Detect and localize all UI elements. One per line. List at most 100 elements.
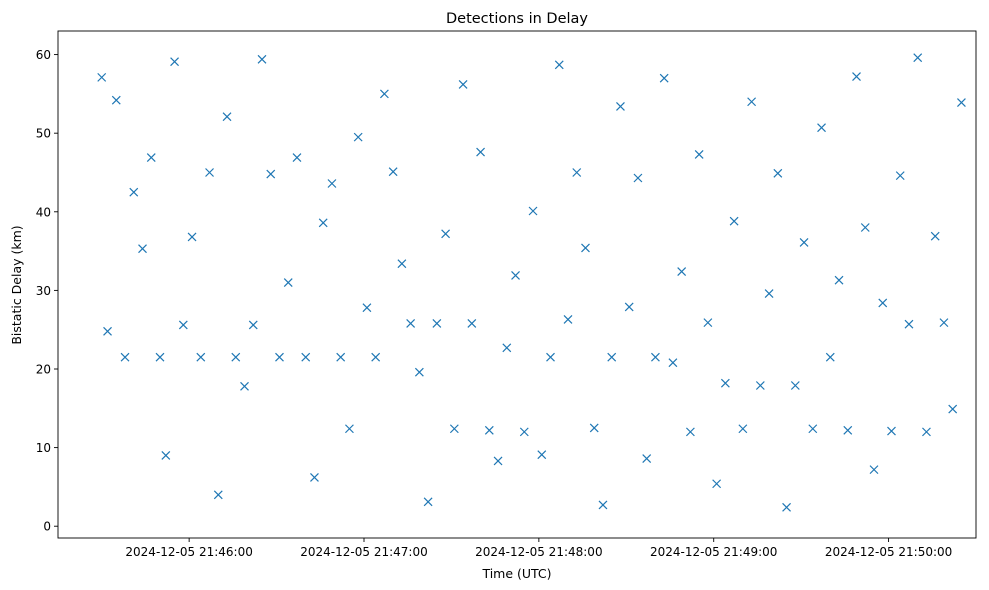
data-point-37 — [414, 367, 424, 377]
data-point-30 — [353, 132, 363, 142]
data-point-90 — [878, 298, 888, 308]
data-point-74 — [738, 424, 748, 434]
data-point-84 — [825, 352, 835, 362]
data-point-2 — [111, 95, 121, 105]
data-point-42 — [458, 80, 468, 89]
data-point-83 — [817, 123, 826, 133]
data-point-15 — [222, 112, 232, 122]
data-point-40 — [441, 229, 451, 239]
data-point-0 — [97, 72, 107, 82]
data-point-7 — [155, 352, 165, 362]
data-point-18 — [248, 320, 258, 330]
data-point-75 — [747, 97, 757, 107]
data-point-85 — [834, 275, 844, 285]
y-axis-ticks: 0 10 20 30 40 50 60 — [36, 48, 58, 534]
data-point-86 — [843, 425, 853, 435]
x-axis-label: Time (UTC) — [481, 566, 551, 581]
data-point-25 — [310, 473, 319, 482]
data-point-20 — [266, 169, 276, 179]
data-point-24 — [301, 352, 311, 362]
data-point-78 — [773, 168, 783, 178]
y-tick-label-4: 40 — [36, 205, 51, 219]
data-point-52 — [546, 352, 555, 362]
data-point-99 — [957, 98, 966, 107]
data-point-61 — [624, 302, 634, 312]
data-point-80 — [790, 381, 800, 390]
data-point-22 — [283, 278, 293, 287]
data-point-8 — [161, 451, 171, 460]
data-point-69 — [694, 149, 704, 159]
data-point-70 — [703, 318, 713, 328]
data-point-59 — [607, 352, 617, 362]
data-point-64 — [651, 352, 660, 362]
data-point-93 — [904, 319, 914, 329]
data-point-97 — [939, 318, 949, 328]
x-tick-label-3: 2024-12-05 21:49:00 — [650, 545, 777, 559]
data-point-63 — [642, 454, 652, 464]
data-point-6 — [146, 153, 156, 162]
y-tick-label-6: 60 — [36, 48, 51, 62]
data-point-21 — [275, 352, 284, 362]
chart-title: Detections in Delay — [446, 11, 588, 27]
data-point-98 — [948, 404, 958, 414]
data-point-43 — [467, 318, 477, 328]
plot-area-frame — [57, 30, 977, 539]
scatter-points — [97, 53, 966, 512]
data-point-54 — [563, 315, 573, 324]
data-point-27 — [327, 179, 337, 188]
data-point-57 — [589, 423, 599, 433]
data-point-50 — [528, 206, 538, 216]
data-point-91 — [887, 426, 896, 436]
data-point-19 — [257, 54, 267, 64]
data-point-4 — [129, 187, 139, 197]
data-point-34 — [388, 167, 398, 177]
data-point-41 — [449, 424, 459, 434]
data-point-58 — [598, 500, 608, 510]
data-point-12 — [196, 352, 206, 362]
data-point-16 — [231, 352, 241, 362]
data-point-5 — [138, 244, 147, 254]
data-point-72 — [720, 378, 730, 388]
data-point-66 — [668, 358, 678, 368]
data-point-95 — [922, 427, 931, 437]
data-point-76 — [755, 381, 765, 390]
data-point-88 — [860, 223, 870, 232]
data-point-14 — [213, 490, 223, 500]
data-point-33 — [379, 89, 389, 99]
y-tick-label-3: 30 — [36, 284, 51, 298]
y-tick-label-2: 20 — [36, 363, 51, 377]
data-point-28 — [336, 352, 346, 362]
data-point-77 — [764, 289, 774, 298]
data-point-31 — [362, 303, 372, 313]
data-point-53 — [554, 60, 564, 70]
data-point-67 — [677, 267, 687, 276]
data-point-65 — [659, 73, 669, 83]
data-point-1 — [103, 326, 112, 336]
data-point-38 — [423, 497, 433, 507]
data-point-94 — [913, 53, 923, 63]
x-tick-label-4: 2024-12-05 21:50:00 — [825, 545, 952, 559]
data-point-29 — [345, 424, 354, 434]
data-point-48 — [511, 271, 520, 280]
data-point-82 — [808, 424, 818, 434]
y-tick-label-5: 50 — [36, 127, 51, 141]
data-point-87 — [852, 72, 861, 82]
data-point-89 — [869, 465, 879, 475]
data-point-13 — [205, 168, 214, 177]
x-axis-ticks: 2024-12-05 21:46:00 2024-12-05 21:47:00 20… — [125, 538, 952, 559]
x-tick-label-1: 2024-12-05 21:47:00 — [300, 545, 427, 559]
data-point-81 — [799, 238, 809, 247]
data-point-62 — [633, 173, 643, 183]
data-point-39 — [432, 318, 442, 328]
data-point-23 — [292, 153, 302, 162]
data-point-45 — [484, 425, 494, 435]
x-tick-label-2: 2024-12-05 21:48:00 — [475, 545, 602, 559]
data-point-9 — [170, 57, 179, 67]
data-point-73 — [729, 216, 739, 226]
data-point-55 — [572, 168, 582, 177]
x-tick-label-0: 2024-12-05 21:46:00 — [125, 545, 252, 559]
data-point-11 — [187, 232, 197, 242]
data-point-47 — [502, 343, 512, 353]
data-point-32 — [371, 352, 381, 362]
